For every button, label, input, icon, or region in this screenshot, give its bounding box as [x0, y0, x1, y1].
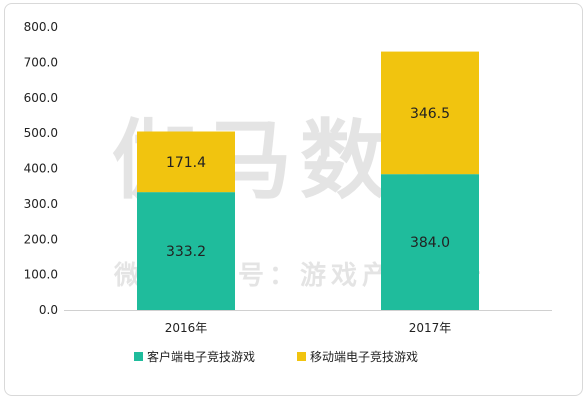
- bar-segment-pc: [137, 192, 235, 310]
- y-tick-label: 400.0: [24, 162, 58, 176]
- data-label: 333.2: [166, 244, 206, 260]
- bars: 333.2 171.4 384.0 346.5: [137, 51, 479, 310]
- legend-swatch: [134, 352, 143, 361]
- x-tick-label: 2017年: [409, 321, 452, 335]
- bar-segment-mobile: [381, 51, 479, 175]
- legend-label: 移动端电子竞技游戏: [310, 350, 418, 364]
- x-tick-label: 2016年: [165, 321, 208, 335]
- y-tick-label: 500.0: [24, 126, 58, 140]
- bar-segment-pc: [381, 174, 479, 310]
- legend-label: 客户端电子竞技游戏: [147, 349, 255, 364]
- y-tick-label: 0.0: [39, 303, 58, 317]
- y-tick-label: 800.0: [24, 20, 58, 34]
- bar-segment-mobile: [137, 131, 235, 193]
- y-tick-label: 300.0: [24, 197, 58, 211]
- y-tick-label: 100.0: [24, 268, 58, 282]
- y-axis: 0.0 100.0 200.0 300.0 400.0 500.0 600.0 700.0 80…: [24, 20, 58, 317]
- data-label: 171.4: [166, 155, 206, 171]
- y-tick-label: 600.0: [24, 91, 58, 105]
- chart-frame: [4, 3, 583, 396]
- data-label: 384.0: [410, 235, 450, 251]
- legend-swatch: [297, 352, 306, 361]
- y-tick-label: 200.0: [24, 232, 58, 246]
- data-label: 346.5: [410, 106, 450, 122]
- x-axis: 2016年 2017年: [64, 310, 552, 335]
- y-tick-label: 700.0: [24, 55, 58, 69]
- legend: 客户端电子竞技游戏 移动端电子竞技游戏: [134, 349, 418, 364]
